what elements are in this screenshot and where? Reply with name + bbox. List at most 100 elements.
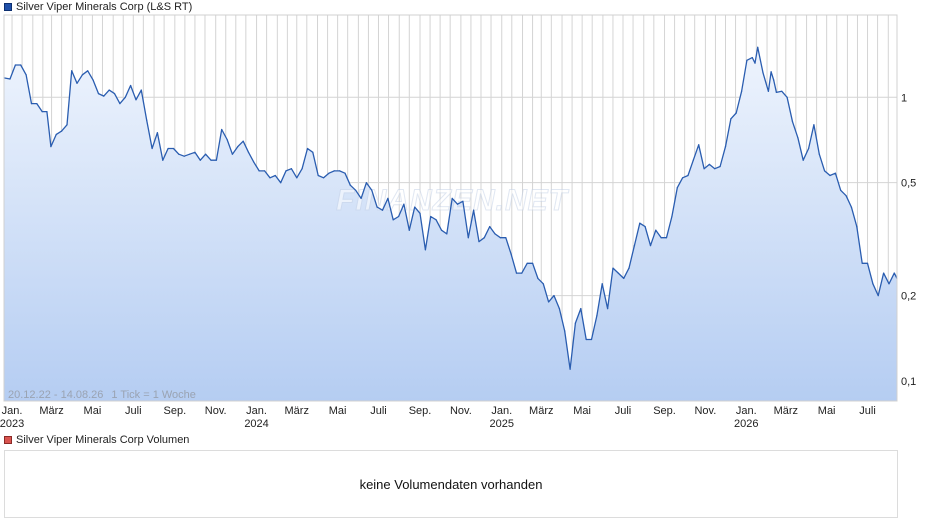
price-point xyxy=(770,71,772,73)
price-point xyxy=(46,111,48,113)
price-point xyxy=(746,59,748,61)
price-point xyxy=(612,267,614,269)
price-point xyxy=(483,237,485,239)
price-point xyxy=(802,159,804,161)
price-points xyxy=(3,46,898,370)
price-point xyxy=(387,197,389,199)
price-point xyxy=(655,229,657,231)
price-point xyxy=(714,168,716,170)
price-point xyxy=(510,253,512,255)
price-point xyxy=(151,147,153,150)
price-point xyxy=(189,153,191,155)
x-tick-label: Jan. xyxy=(736,405,757,417)
price-point xyxy=(767,90,770,92)
price-point xyxy=(456,203,459,205)
price-point xyxy=(850,206,853,208)
price-point xyxy=(478,241,480,243)
plot-border xyxy=(3,14,898,402)
price-point xyxy=(741,90,743,92)
price-point xyxy=(66,124,68,126)
price-point xyxy=(242,140,244,142)
price-point xyxy=(71,70,73,72)
price-point xyxy=(617,272,619,274)
price-point xyxy=(467,237,469,239)
price-point xyxy=(355,189,357,191)
price-point xyxy=(813,124,815,126)
price-point xyxy=(585,338,587,341)
date-range-label: 20.12.22 - 14.08.26 1 Tick = 1 Woche xyxy=(8,389,196,401)
x-tick-year-label: 2023 xyxy=(0,418,24,430)
price-point xyxy=(87,70,89,72)
x-tick-label: Mai xyxy=(573,405,591,417)
price-point xyxy=(280,182,282,184)
price-point xyxy=(724,146,727,148)
price-point xyxy=(312,151,314,153)
price-point xyxy=(301,168,303,170)
x-tick-label: Juli xyxy=(125,405,142,417)
price-point xyxy=(199,159,201,161)
price-point xyxy=(762,72,764,74)
price-point xyxy=(462,200,464,202)
price-point xyxy=(113,93,116,95)
price-point xyxy=(607,308,609,310)
price-point xyxy=(644,226,646,228)
price-point xyxy=(253,161,255,163)
price-point xyxy=(194,151,196,153)
x-tick-label: Mai xyxy=(329,405,347,417)
price-point xyxy=(296,177,298,179)
price-point xyxy=(775,91,778,93)
price-point xyxy=(824,170,826,172)
price-point xyxy=(414,206,416,208)
price-point xyxy=(360,197,362,199)
y-tick-label: 0,5 xyxy=(901,178,916,190)
price-legend-swatch xyxy=(4,3,12,11)
x-tick-label: März xyxy=(285,405,309,417)
price-point xyxy=(264,170,266,172)
price-point xyxy=(36,103,38,105)
price-point xyxy=(515,272,518,274)
x-tick-label: Sep. xyxy=(653,405,676,417)
price-point xyxy=(601,283,603,285)
price-point xyxy=(183,155,185,157)
price-point xyxy=(866,262,869,264)
price-point xyxy=(818,153,820,155)
price-point xyxy=(845,195,847,197)
price-point xyxy=(786,96,788,98)
price-point xyxy=(290,168,292,170)
x-tick-year-label: 2024 xyxy=(244,418,268,430)
price-point xyxy=(564,330,566,332)
price-point xyxy=(381,209,384,211)
price-point xyxy=(553,295,555,297)
price-point xyxy=(526,262,528,264)
price-point xyxy=(349,184,351,186)
x-tick-label: März xyxy=(529,405,553,417)
price-point xyxy=(574,322,577,324)
price-point xyxy=(580,308,582,310)
price-point xyxy=(473,209,475,211)
price-point xyxy=(856,226,858,228)
price-point xyxy=(542,283,544,285)
price-point xyxy=(861,262,863,264)
volume-panel: keine Volumendaten vorhanden xyxy=(4,450,898,518)
x-tick-label: Nov. xyxy=(450,405,472,417)
price-point xyxy=(791,121,794,123)
price-point xyxy=(532,262,534,264)
price-point xyxy=(221,128,223,131)
x-tick-label: Nov. xyxy=(205,405,227,417)
x-tick-label: März xyxy=(39,405,63,417)
price-point xyxy=(521,272,523,274)
price-point xyxy=(178,153,180,155)
price-point xyxy=(623,277,625,279)
price-point xyxy=(834,172,837,174)
price-point xyxy=(20,64,22,66)
price-point xyxy=(130,84,132,87)
price-point xyxy=(754,62,756,64)
price-point xyxy=(687,174,689,177)
price-point xyxy=(660,237,662,239)
price-point xyxy=(9,78,11,80)
price-point xyxy=(344,172,346,174)
price-point xyxy=(41,111,43,113)
price-point xyxy=(108,89,110,91)
price-point xyxy=(50,146,52,148)
price-point xyxy=(649,245,652,247)
